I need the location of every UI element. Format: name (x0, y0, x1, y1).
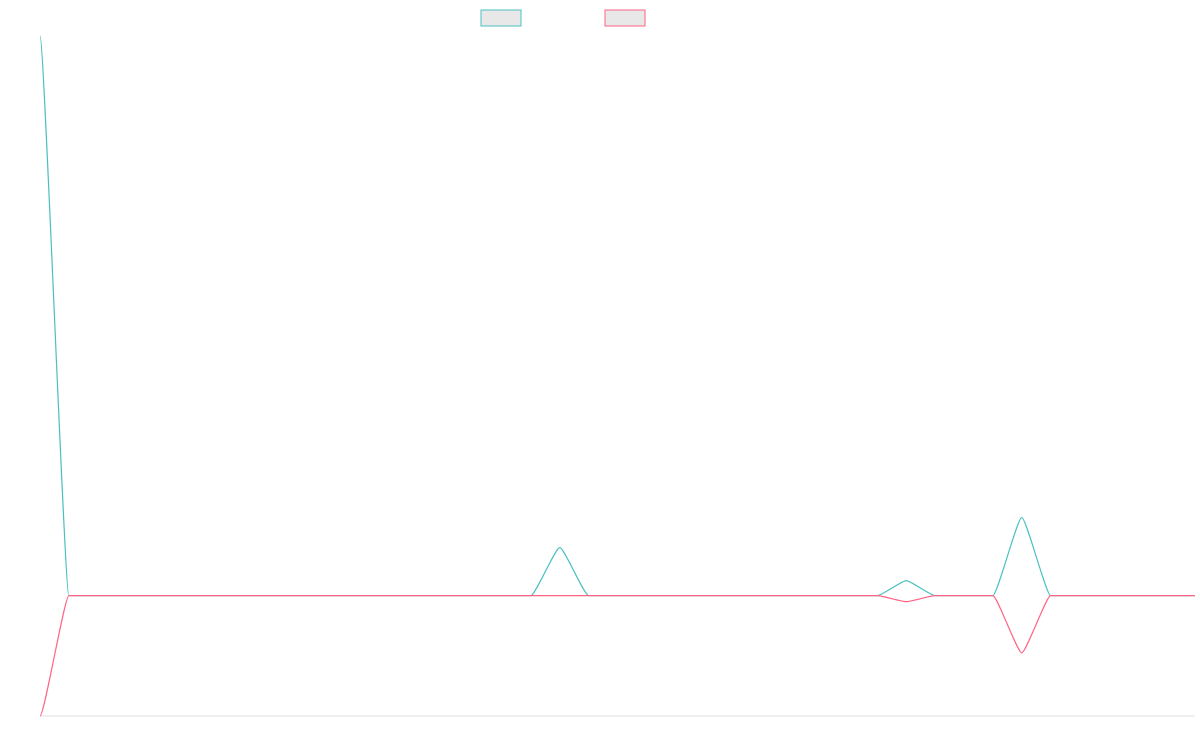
series-line-1 (39, 35, 1195, 597)
series-line-2 (39, 595, 1195, 717)
legend-swatch-1[interactable] (480, 9, 522, 27)
legend (480, 9, 646, 27)
series-group (39, 35, 1195, 717)
legend-swatch-2[interactable] (604, 9, 646, 27)
